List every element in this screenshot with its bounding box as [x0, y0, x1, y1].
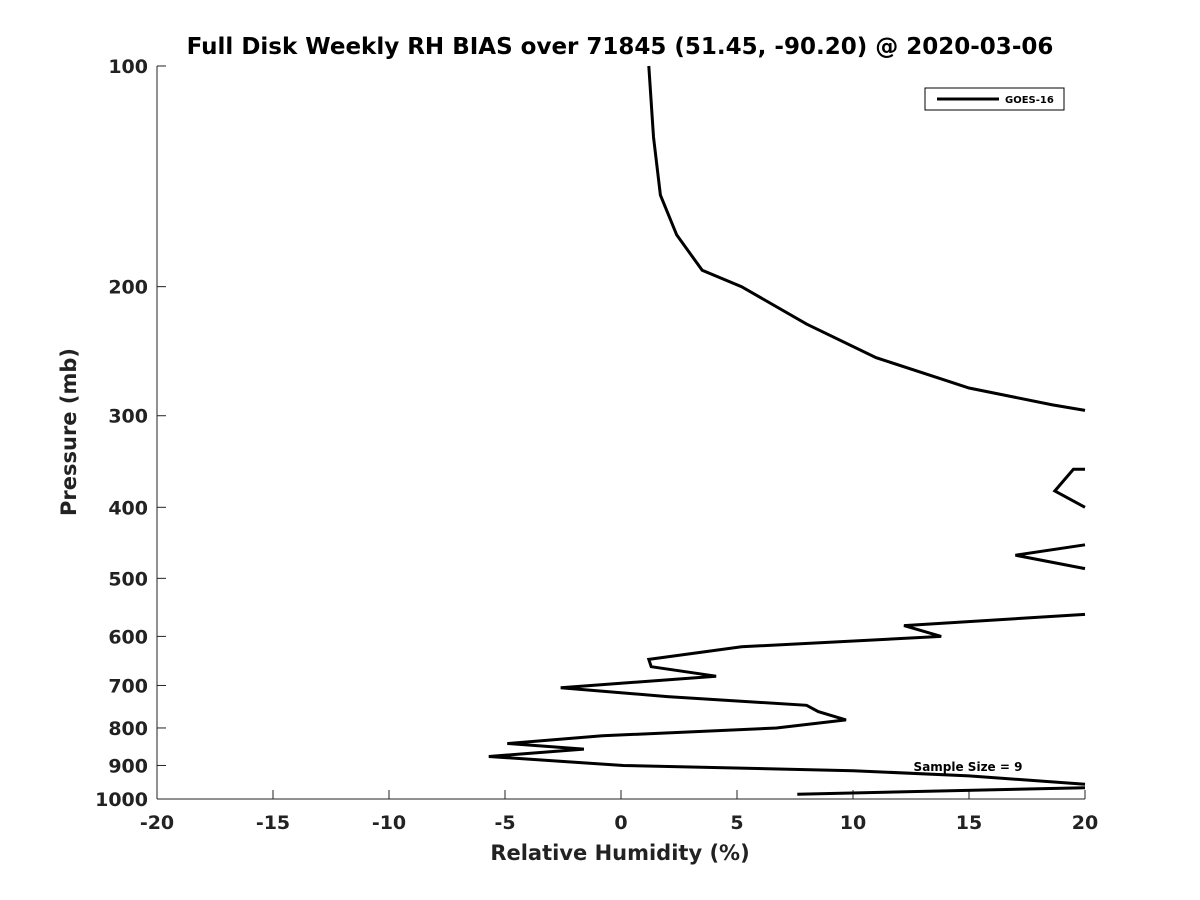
sample-size-annotation: Sample Size = 9	[914, 760, 1023, 774]
y-tick-label: 600	[108, 626, 148, 648]
y-axis-label: Pressure (mb)	[57, 348, 81, 516]
x-tick-label: -15	[256, 812, 290, 834]
y-tick-label: 1000	[95, 789, 148, 811]
x-tick-label: 20	[1072, 812, 1098, 834]
chart-title: Full Disk Weekly RH BIAS over 71845 (51.…	[187, 34, 1054, 60]
series-line-goes-16	[797, 786, 1086, 796]
legend: GOES-16	[924, 87, 1065, 111]
legend-label-goes-16: GOES-16	[1005, 95, 1054, 106]
y-tick-label: 400	[108, 497, 148, 519]
x-tick-label: -10	[372, 812, 406, 834]
y-tick-label: 700	[108, 675, 148, 697]
series-line-goes-16	[488, 612, 1086, 786]
y-tick-label: 200	[108, 277, 148, 299]
y-tick-label: 800	[108, 718, 148, 740]
series-line-goes-16	[1015, 543, 1086, 571]
y-axis: 100 200 300 400 500 600 700 800 900 1000	[95, 56, 166, 811]
x-tick-label: -20	[140, 812, 174, 834]
series-line-goes-16	[647, 65, 1086, 412]
x-tick-label: 5	[730, 812, 743, 834]
x-tick-label: 0	[614, 812, 627, 834]
x-tick-label: 10	[840, 812, 866, 834]
y-tick-label: 100	[108, 56, 148, 78]
y-tick-label: 900	[108, 755, 148, 777]
series-line-goes-16	[1052, 467, 1086, 509]
y-tick-label: 300	[108, 406, 148, 428]
x-axis-label: Relative Humidity (%)	[490, 841, 749, 865]
series-group	[488, 65, 1086, 796]
x-tick-label: 15	[956, 812, 982, 834]
y-tick-label: 500	[108, 568, 148, 590]
x-tick-label: -5	[494, 812, 515, 834]
x-axis: -20 -15 -10 -5 0 5 10 15 20	[140, 790, 1098, 834]
